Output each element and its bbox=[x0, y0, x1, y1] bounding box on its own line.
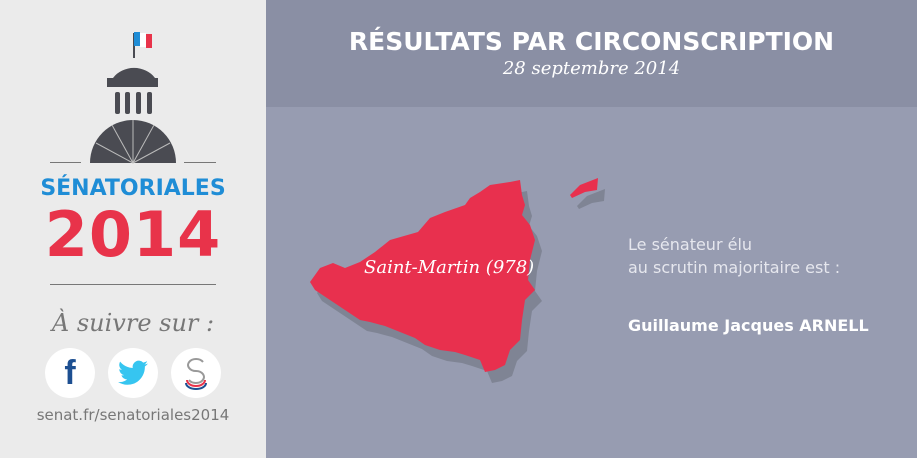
page-title: RÉSULTATS PAR CIRCONSCRIPTION bbox=[348, 27, 835, 56]
sidebar: SÉNATORIALES 2014 À suivre sur : f senat… bbox=[0, 0, 266, 458]
result-intro: Le sénateur élu au scrutin majoritaire e… bbox=[628, 233, 840, 279]
header: RÉSULTATS PAR CIRCONSCRIPTION 28 septemb… bbox=[266, 0, 917, 107]
facebook-button[interactable]: f bbox=[45, 348, 95, 398]
map-label: Saint-Martin (978) bbox=[364, 257, 535, 278]
elected-senator: Guillaume Jacques ARNELL bbox=[628, 316, 869, 335]
twitter-icon bbox=[118, 360, 148, 385]
facebook-icon: f bbox=[64, 353, 76, 392]
follow-label: À suivre sur : bbox=[51, 309, 215, 337]
twitter-button[interactable] bbox=[108, 348, 158, 398]
divider bbox=[50, 284, 216, 285]
senatoriales-title: SÉNATORIALES bbox=[40, 176, 226, 201]
website-link[interactable]: senat.fr/senatoriales2014 bbox=[36, 406, 230, 424]
year-title: 2014 bbox=[44, 198, 222, 271]
senate-dome-logo bbox=[50, 32, 216, 164]
senat-icon bbox=[185, 358, 207, 390]
intro-line-2: au scrutin majoritaire est : bbox=[628, 258, 841, 277]
saint-martin-shape bbox=[310, 178, 598, 372]
senat-button[interactable] bbox=[171, 348, 221, 398]
intro-line-1: Le sénateur élu bbox=[628, 235, 753, 254]
date: 28 septembre 2014 bbox=[502, 58, 681, 79]
